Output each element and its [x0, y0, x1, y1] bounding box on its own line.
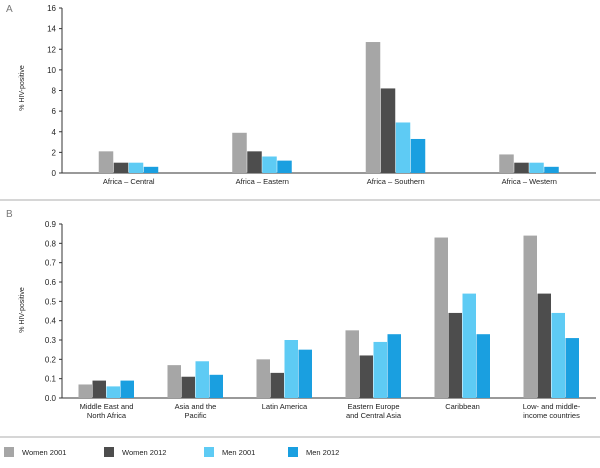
bar-men-2012-africa-central: [143, 166, 159, 173]
legend-item-men-2001: Men 2001: [204, 447, 255, 457]
legend-item-women-2012: Women 2012: [104, 447, 166, 457]
bar-women-2001-caribbean: [434, 237, 448, 398]
legend-swatch-men-2012: [288, 447, 298, 457]
x-category-label: Eastern Europe and Central Asia: [346, 402, 402, 420]
y-tick-label: 0.6: [45, 278, 57, 287]
y-tick-label: 0.9: [45, 220, 57, 229]
y-tick-label: 0.7: [45, 259, 57, 268]
x-category-label: Africa – Eastern: [236, 177, 289, 186]
bar-women-2012-africa-western: [514, 162, 529, 173]
y-tick-label: 0.5: [45, 297, 57, 306]
bar-women-2012-asia-and-the-pacific: [181, 376, 195, 398]
bar-women-2001-africa-eastern: [232, 132, 247, 173]
bar-men-2012-low-and-middle-income-countries: [565, 338, 579, 398]
y-tick-label: 6: [52, 107, 57, 116]
bar-women-2001-asia-and-the-pacific: [167, 365, 181, 398]
x-category-label: Caribbean: [445, 402, 480, 411]
y-tick-label: 0.4: [45, 317, 57, 326]
bar-men-2001-low-and-middle-income-countries: [551, 312, 565, 398]
bar-women-2012-eastern-europe-and-central-asia: [359, 355, 373, 398]
bar-women-2012-middle-east-and-north-africa: [92, 380, 106, 398]
y-tick-label: 0.8: [45, 239, 57, 248]
bar-men-2012-asia-and-the-pacific: [209, 374, 223, 398]
legend-swatch-women-2012: [104, 447, 114, 457]
x-category-label: Africa – Central: [103, 177, 155, 186]
bar-men-2001-africa-western: [529, 162, 544, 173]
bar-men-2012-africa-eastern: [277, 160, 292, 173]
panel-a-plot: 0 2 4 6 8 10 12 14 16 Africa – Central Africa – Ea…: [47, 4, 596, 186]
bar-men-2001-africa-central: [128, 162, 144, 173]
x-category-label: Africa – Western: [502, 177, 557, 186]
bar-women-2012-africa-central: [113, 162, 129, 173]
legend-item-women-2001: Women 2001: [4, 447, 66, 457]
y-tick-label: 0.0: [45, 394, 57, 403]
bar-women-2001-middle-east-and-north-africa: [78, 384, 92, 398]
legend-label-women-2001: Women 2001: [22, 448, 66, 457]
y-tick-label: 12: [47, 45, 56, 54]
bar-men-2012-latin-america: [298, 349, 312, 398]
panel-b: B % HIV-positive 0.00.10.20.30.40.50.60.…: [6, 209, 596, 420]
bar-women-2012-low-and-middle-income-countries: [537, 293, 551, 398]
y-tick-label: 0.1: [45, 375, 57, 384]
bar-women-2001-latin-america: [256, 359, 270, 398]
y-tick-label: 16: [47, 4, 56, 13]
y-tick-label: 8: [52, 87, 57, 96]
legend-item-men-2012: Men 2012: [288, 447, 339, 457]
legend-label-women-2012: Women 2012: [122, 448, 166, 457]
bar-men-2001-latin-america: [284, 340, 298, 398]
y-tick-label: 2: [52, 148, 57, 157]
bar-men-2001-asia-and-the-pacific: [195, 361, 209, 398]
x-category-label: Low- and middle-income countries: [523, 402, 581, 420]
y-tick-label: 14: [47, 25, 56, 34]
panel-a-letter: A: [6, 4, 13, 15]
legend-label-men-2012: Men 2012: [306, 448, 339, 457]
bar-women-2012-africa-eastern: [247, 151, 262, 173]
y-tick-label: 0.3: [45, 336, 57, 345]
bar-women-2001-africa-southern: [365, 42, 381, 173]
x-category-label: Africa – Southern: [367, 177, 425, 186]
panel-b-y-axis-label: % HIV-positive: [19, 287, 26, 333]
legend: Women 2001 Women 2012 Men 2001 Men 2012: [4, 447, 339, 457]
bar-women-2001-eastern-europe-and-central-asia: [345, 330, 359, 398]
bar-men-2001-africa-southern: [395, 122, 411, 173]
y-tick-label: 0: [52, 169, 57, 178]
panel-b-letter: B: [6, 209, 13, 220]
bar-women-2012-africa-southern: [380, 88, 396, 173]
bar-men-2012-middle-east-and-north-africa: [120, 380, 134, 398]
panel-a-y-axis-label: % HIV-positive: [19, 65, 26, 111]
legend-swatch-women-2001: [4, 447, 14, 457]
bar-women-2001-africa-western: [499, 154, 514, 173]
bar-women-2012-latin-america: [270, 372, 284, 398]
legend-label-men-2001: Men 2001: [222, 448, 255, 457]
x-category-label: Middle East and North Africa: [80, 402, 134, 420]
panel-a: A % HIV-positive 0 2 4 6 8 10 12 14 16 Africa – C…: [6, 4, 596, 186]
bar-men-2012-africa-southern: [410, 138, 426, 173]
y-tick-label: 4: [52, 128, 57, 137]
bar-women-2001-africa-central: [98, 151, 114, 173]
bar-men-2001-africa-eastern: [262, 156, 277, 173]
y-tick-label: 10: [47, 66, 56, 75]
bar-men-2001-middle-east-and-north-africa: [106, 386, 120, 398]
x-category-label: Latin America: [262, 402, 308, 411]
bar-men-2012-africa-western: [544, 166, 559, 173]
panel-b-plot: 0.0 0.1 0.2 0.3 0.4 0.5 0.6 0.7 0.8 0.9 Middle Eas…: [45, 220, 596, 420]
bar-men-2012-eastern-europe-and-central-asia: [387, 334, 401, 398]
bar-women-2012-caribbean: [448, 312, 462, 398]
y-tick-label: 0.2: [45, 355, 57, 364]
bar-men-2012-caribbean: [476, 334, 490, 398]
bar-men-2001-eastern-europe-and-central-asia: [373, 341, 387, 398]
bar-men-2001-caribbean: [462, 293, 476, 398]
x-category-label: Asia and the Pacific: [175, 402, 217, 420]
bar-women-2001-low-and-middle-income-countries: [523, 235, 537, 398]
legend-swatch-men-2001: [204, 447, 214, 457]
